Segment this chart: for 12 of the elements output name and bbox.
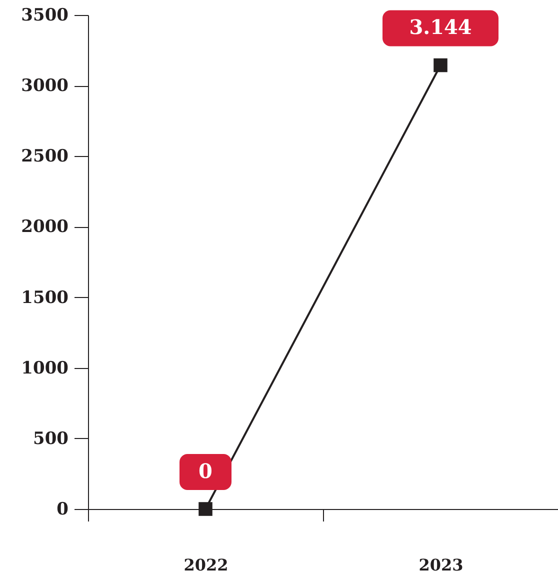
y-tick-label: 2500 (21, 146, 69, 167)
text: 3.144 (409, 15, 472, 40)
y-tick-label: 500 (33, 428, 69, 449)
y-tick-label: 1000 (21, 358, 69, 378)
y-tick-label: 1500 (21, 288, 69, 308)
y-tick-label: 0 (56, 500, 69, 520)
y-tick-label: 3000 (21, 76, 69, 96)
x-tick-label: 2023 (418, 556, 464, 574)
y-tick-label: 2000 (21, 217, 69, 238)
x-tick-label: 2022 (184, 556, 228, 574)
text: 0 (198, 459, 212, 483)
y-tick-label: 3500 (21, 6, 69, 26)
